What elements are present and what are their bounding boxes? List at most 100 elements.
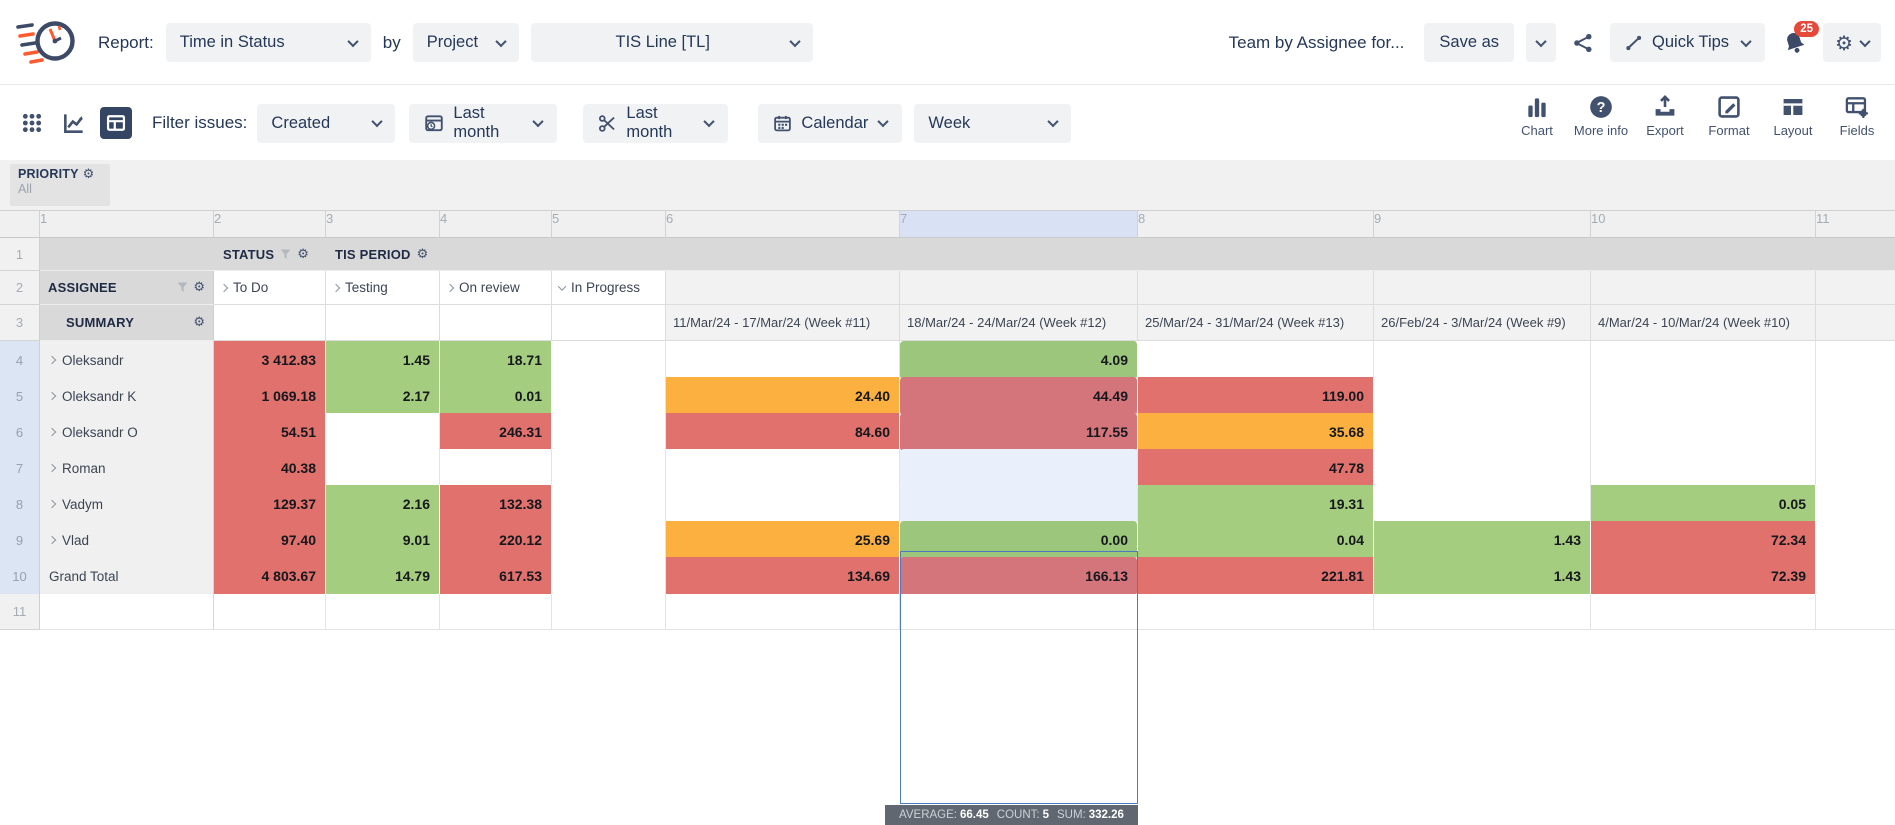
assignee-row-label[interactable]: Vadym xyxy=(40,485,214,524)
value-cell[interactable] xyxy=(440,449,552,488)
format-action-button[interactable]: Format xyxy=(1697,94,1761,138)
value-cell[interactable]: 134.69 xyxy=(666,557,900,596)
column-header[interactable]: 1 xyxy=(40,210,214,238)
period-column-week12[interactable]: 18/Mar/24 - 24/Mar/24 (Week #12) xyxy=(900,305,1138,341)
more-info-action-button[interactable]: ? More info xyxy=(1569,94,1633,138)
value-cell[interactable] xyxy=(552,485,666,524)
value-cell[interactable] xyxy=(900,485,1138,524)
value-cell[interactable] xyxy=(1374,449,1591,488)
value-cell[interactable]: 0.00 xyxy=(900,521,1138,560)
value-cell[interactable] xyxy=(1591,449,1816,488)
value-cell[interactable]: 617.53 xyxy=(440,557,552,596)
tis-period-dimension-label[interactable]: TIS PERIOD xyxy=(334,246,411,262)
value-cell[interactable]: 220.12 xyxy=(440,521,552,560)
column-header[interactable]: 5 xyxy=(552,210,666,238)
value-cell[interactable] xyxy=(1374,485,1591,524)
value-cell[interactable] xyxy=(552,557,666,596)
trim-range-button[interactable]: Last month xyxy=(583,103,729,143)
column-header[interactable]: 4 xyxy=(440,210,552,238)
value-cell[interactable] xyxy=(1816,377,1895,416)
value-cell[interactable]: 246.31 xyxy=(440,413,552,452)
value-cell[interactable] xyxy=(1138,341,1374,380)
group-by-select[interactable]: Project xyxy=(412,23,519,62)
date-range-button[interactable]: Last month xyxy=(409,103,558,143)
column-header[interactable]: 3 xyxy=(326,210,440,238)
value-cell[interactable]: 47.78 xyxy=(1138,449,1374,488)
value-cell[interactable]: 2.17 xyxy=(326,377,440,416)
value-cell[interactable] xyxy=(1816,557,1895,596)
notifications-button[interactable]: 25 xyxy=(1777,21,1820,62)
row-number[interactable]: 2 xyxy=(0,271,40,305)
priority-page-filter[interactable]: PRIORITY ⚙︎ All xyxy=(10,164,110,206)
settings-button[interactable]: ⚙︎ xyxy=(1823,23,1881,62)
export-action-button[interactable]: Export xyxy=(1633,94,1697,138)
filter-icon[interactable] xyxy=(177,282,188,293)
assignee-row-label[interactable]: Oleksandr K xyxy=(40,377,214,416)
row-number[interactable]: 11 xyxy=(0,594,40,630)
value-cell[interactable]: 24.40 xyxy=(666,377,900,416)
value-cell[interactable]: 1.43 xyxy=(1374,521,1591,560)
value-cell[interactable] xyxy=(666,449,900,488)
value-cell[interactable] xyxy=(326,449,440,488)
row-number[interactable]: 10 xyxy=(0,557,40,596)
value-cell[interactable] xyxy=(440,594,552,630)
assignee-dimension-cell[interactable]: ASSIGNEE ⚙︎ xyxy=(40,271,214,305)
value-cell[interactable] xyxy=(1591,341,1816,380)
calendar-dimension-button[interactable]: Calendar xyxy=(758,103,903,143)
value-cell[interactable]: 1.45 xyxy=(326,341,440,380)
value-cell[interactable]: 54.51 xyxy=(214,413,326,452)
share-button[interactable] xyxy=(1568,23,1598,62)
assignee-row-label[interactable]: Oleksandr O xyxy=(40,413,214,452)
status-column-onreview[interactable]: On review xyxy=(440,271,552,305)
value-cell[interactable] xyxy=(326,413,440,452)
column-header[interactable]: 2 xyxy=(214,210,326,238)
value-cell[interactable]: 166.13 xyxy=(900,557,1138,596)
value-cell[interactable]: 4.09 xyxy=(900,341,1138,380)
project-select[interactable]: TIS Line [TL] xyxy=(530,23,813,62)
value-cell[interactable]: 0.01 xyxy=(440,377,552,416)
gear-icon[interactable]: ⚙︎ xyxy=(193,280,205,295)
value-cell[interactable] xyxy=(900,449,1138,488)
value-cell[interactable] xyxy=(326,594,440,630)
value-cell[interactable]: 14.79 xyxy=(326,557,440,596)
fields-action-button[interactable]: Fields xyxy=(1825,94,1889,138)
value-cell[interactable] xyxy=(552,594,666,630)
value-cell[interactable] xyxy=(1374,341,1591,380)
value-cell[interactable] xyxy=(666,341,900,380)
period-column-week13[interactable]: 25/Mar/24 - 31/Mar/24 (Week #13) xyxy=(1138,305,1374,341)
issue-date-field-select[interactable]: Created xyxy=(257,103,396,143)
column-header[interactable]: 10 xyxy=(1591,210,1816,238)
table-view-button[interactable] xyxy=(100,107,132,139)
value-cell[interactable] xyxy=(1591,594,1816,630)
value-cell[interactable]: 129.37 xyxy=(214,485,326,524)
gear-icon[interactable]: ⚙︎ xyxy=(297,246,309,262)
value-cell[interactable]: 1 069.18 xyxy=(214,377,326,416)
column-header[interactable]: 11 xyxy=(1816,210,1895,238)
report-type-select[interactable]: Time in Status xyxy=(165,23,371,62)
value-cell[interactable] xyxy=(900,594,1138,630)
value-cell[interactable] xyxy=(1374,377,1591,416)
value-cell[interactable] xyxy=(1816,341,1895,380)
save-as-button[interactable]: Save as xyxy=(1424,23,1515,62)
value-cell[interactable] xyxy=(552,341,666,380)
status-column-todo[interactable]: To Do xyxy=(214,271,326,305)
value-cell[interactable]: 97.40 xyxy=(214,521,326,560)
row-number[interactable]: 1 xyxy=(0,238,40,271)
value-cell[interactable]: 72.34 xyxy=(1591,521,1816,560)
value-cell[interactable]: 1.43 xyxy=(1374,557,1591,596)
row-number[interactable]: 9 xyxy=(0,521,40,560)
value-cell[interactable]: 18.71 xyxy=(440,341,552,380)
column-header[interactable]: 6 xyxy=(666,210,900,238)
column-header-selected[interactable]: 7 xyxy=(900,210,1138,238)
layout-action-button[interactable]: Layout xyxy=(1761,94,1825,138)
status-column-inprogress[interactable]: In Progress xyxy=(552,271,666,305)
assignee-row-label[interactable]: Oleksandr xyxy=(40,341,214,380)
value-cell[interactable] xyxy=(666,485,900,524)
value-cell[interactable] xyxy=(1591,377,1816,416)
value-cell[interactable]: 0.05 xyxy=(1591,485,1816,524)
value-cell[interactable]: 40.38 xyxy=(214,449,326,488)
status-dimension-label[interactable]: STATUS xyxy=(223,246,275,262)
gear-icon[interactable]: ⚙︎ xyxy=(416,246,429,262)
chart-action-button[interactable]: Chart xyxy=(1505,94,1569,138)
period-column-week11[interactable]: 11/Mar/24 - 17/Mar/24 (Week #11) xyxy=(666,305,900,341)
